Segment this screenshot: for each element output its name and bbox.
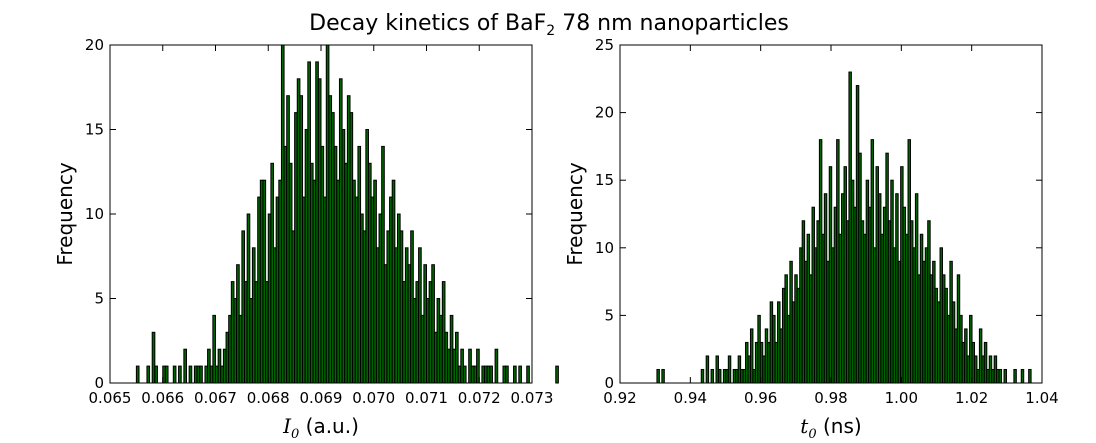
x-tick-label: 0.96: [744, 389, 777, 407]
y-tick-label: 10: [85, 205, 104, 223]
histogram-bar: [494, 348, 499, 384]
y-tick-label: 20: [85, 36, 104, 54]
y-axis-label: Frequency: [563, 162, 587, 265]
histogram-bar: [1020, 368, 1025, 384]
y-tick-label: 15: [85, 121, 104, 139]
histogram-bar: [661, 368, 665, 384]
x-tick-label: 0.071: [405, 389, 448, 407]
x-tick-label: 1.04: [1025, 389, 1058, 407]
y-tick-label: 5: [604, 306, 614, 324]
histogram-bar: [1028, 368, 1032, 384]
figure-title: Decay kinetics of BaF2 78 nm nanoparticl…: [309, 11, 789, 39]
histogram-bar: [1013, 368, 1017, 384]
bars: [135, 44, 559, 384]
y-tick-label: 15: [595, 171, 614, 189]
y-tick-label: 0: [94, 374, 104, 392]
x-tick-label: 0.98: [814, 389, 847, 407]
histogram-lifetime: 0.92 0.94 0.96 0.98 1.00 1.02 1.04 0 5 10 15 20 25 Fr…: [563, 36, 1059, 442]
y-tick-label: 20: [595, 104, 614, 122]
x-tick-label: 1.02: [955, 389, 988, 407]
histogram-bar: [727, 355, 732, 384]
x-tick-label: 0.94: [674, 389, 707, 407]
histogram-bar: [656, 368, 660, 384]
histogram-bar: [700, 368, 705, 384]
x-tick-label: 0.068: [247, 389, 290, 407]
y-tick-label: 0: [604, 374, 614, 392]
histogram-bar: [513, 365, 517, 384]
x-axis-label: t0 (ns): [800, 414, 861, 442]
x-tick-label: 0.073: [511, 389, 554, 407]
histogram-bar: [172, 365, 177, 384]
x-tick-label: 0.072: [458, 389, 501, 407]
histogram-bar: [154, 365, 158, 384]
histogram-bar: [199, 365, 203, 384]
y-tick-label: 5: [94, 290, 104, 308]
histogram-bar: [489, 365, 493, 384]
x-tick-label: 0.070: [352, 389, 395, 407]
y-axis-label: Frequency: [53, 162, 77, 265]
y-tick-label: 25: [595, 36, 614, 54]
histogram-bar: [705, 355, 710, 384]
x-tick-label: 0.066: [141, 389, 184, 407]
x-tick-label: 0.067: [194, 389, 237, 407]
histogram-bar: [146, 365, 151, 384]
x-tick-label: 1.00: [885, 389, 918, 407]
histogram-bar: [555, 365, 559, 384]
x-axis-label: I0 (a.u.): [282, 414, 359, 442]
histogram-bar: [998, 368, 1003, 384]
histogram-bar: [164, 365, 169, 384]
histogram-bar: [710, 368, 715, 384]
histogram-bar: [1003, 368, 1007, 384]
x-tick-label: 0.065: [89, 389, 132, 407]
histogram-bar: [462, 365, 467, 384]
histogram-bar: [188, 365, 193, 384]
histogram-bar: [518, 365, 522, 384]
histogram-bar: [135, 365, 140, 384]
histogram-bar: [178, 365, 182, 384]
x-tick-label: 0.92: [603, 389, 636, 407]
bars: [656, 71, 1032, 384]
histogram-bar: [717, 368, 722, 384]
histogram-bar: [505, 365, 509, 384]
histogram-bar: [526, 365, 530, 384]
histogram-intensity: 0.065 0.066 0.067 0.068 0.069 0.070 0.071 0.072…: [53, 36, 559, 442]
x-tick-label: 0.069: [300, 389, 343, 407]
y-tick-label: 10: [595, 239, 614, 257]
histogram-bar: [183, 348, 187, 384]
